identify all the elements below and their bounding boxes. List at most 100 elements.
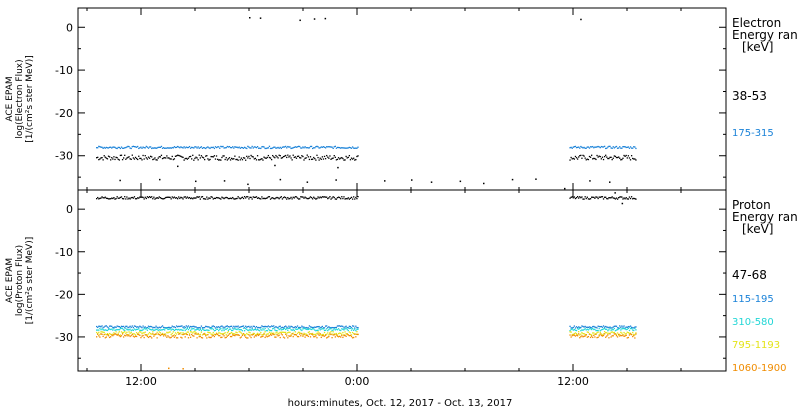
data-point	[601, 334, 604, 336]
data-point	[308, 331, 311, 333]
data-point	[571, 333, 573, 336]
data-point	[250, 154, 252, 157]
data-point	[223, 327, 225, 329]
data-point	[241, 333, 244, 335]
data-point	[318, 334, 320, 336]
data-point	[222, 197, 224, 199]
data-point	[119, 196, 122, 199]
data-point	[289, 197, 291, 200]
data-point	[335, 328, 338, 330]
data-point	[229, 197, 232, 199]
data-point	[333, 196, 335, 199]
data-point	[113, 334, 115, 336]
data-point	[128, 331, 130, 333]
data-point	[277, 157, 279, 159]
data-point	[120, 331, 123, 333]
data-point	[337, 157, 340, 159]
data-point	[255, 335, 258, 337]
data-point	[324, 325, 327, 327]
data-point	[607, 198, 609, 200]
data-point	[314, 147, 316, 149]
data-point	[265, 329, 267, 332]
data-point	[574, 332, 577, 334]
data-point	[308, 197, 311, 199]
data-point	[608, 329, 610, 331]
data-point	[571, 196, 573, 198]
data-point	[123, 331, 125, 334]
data-point	[239, 147, 241, 149]
data-point	[294, 331, 297, 333]
data-point	[334, 336, 336, 338]
data-point	[343, 334, 345, 337]
data-point	[211, 325, 213, 327]
data-point	[357, 146, 359, 148]
data-point	[622, 146, 624, 148]
data-point	[606, 328, 608, 330]
data-point	[353, 325, 355, 327]
data-point	[316, 337, 318, 339]
data-point	[169, 327, 171, 329]
data-point	[277, 335, 279, 337]
data-point	[621, 147, 623, 149]
data-point	[292, 196, 294, 198]
data-point	[141, 329, 143, 332]
data-point	[263, 156, 265, 158]
data-point	[99, 158, 101, 160]
data-point	[108, 328, 111, 330]
data-point	[331, 326, 333, 329]
data-point	[307, 331, 309, 334]
data-point	[155, 159, 157, 161]
data-point	[127, 333, 129, 336]
data-point	[196, 327, 198, 329]
data-point	[261, 146, 263, 148]
data-point	[181, 337, 183, 339]
data-point	[168, 367, 170, 370]
data-point	[98, 331, 100, 334]
data-point	[607, 157, 609, 160]
data-point	[209, 158, 211, 161]
data-point	[328, 146, 330, 148]
data-point	[319, 333, 321, 335]
data-point	[294, 156, 297, 158]
data-point	[633, 329, 635, 332]
data-point	[302, 328, 304, 330]
data-point	[635, 159, 637, 161]
data-point	[235, 197, 237, 200]
data-point	[214, 158, 217, 160]
data-point	[145, 157, 147, 159]
data-point	[591, 327, 593, 329]
data-point	[356, 326, 358, 329]
data-point	[347, 147, 349, 149]
data-point	[356, 333, 358, 336]
data-point	[595, 329, 597, 332]
data-point	[351, 328, 354, 330]
data-point	[620, 334, 622, 337]
legend-entry: 115-195	[732, 294, 774, 305]
data-point	[255, 325, 258, 328]
data-point	[596, 196, 598, 198]
data-point	[286, 198, 288, 200]
data-point	[342, 331, 344, 334]
data-point	[221, 146, 223, 148]
data-point	[108, 336, 111, 339]
data-point	[571, 147, 573, 149]
data-point	[139, 329, 141, 332]
data-point	[185, 157, 187, 160]
data-point	[193, 327, 195, 330]
data-point	[587, 329, 590, 331]
data-point	[124, 154, 126, 156]
data-point	[296, 197, 299, 199]
data-point	[613, 327, 615, 330]
data-point	[99, 333, 101, 336]
data-point	[184, 332, 186, 335]
data-point	[98, 159, 100, 161]
data-point	[634, 337, 636, 339]
data-point	[603, 331, 606, 333]
data-point	[320, 146, 322, 148]
data-point	[194, 326, 196, 328]
data-point	[171, 196, 173, 198]
data-point	[610, 156, 612, 158]
data-point	[232, 327, 234, 329]
data-point	[293, 326, 295, 329]
data-point	[119, 179, 121, 182]
